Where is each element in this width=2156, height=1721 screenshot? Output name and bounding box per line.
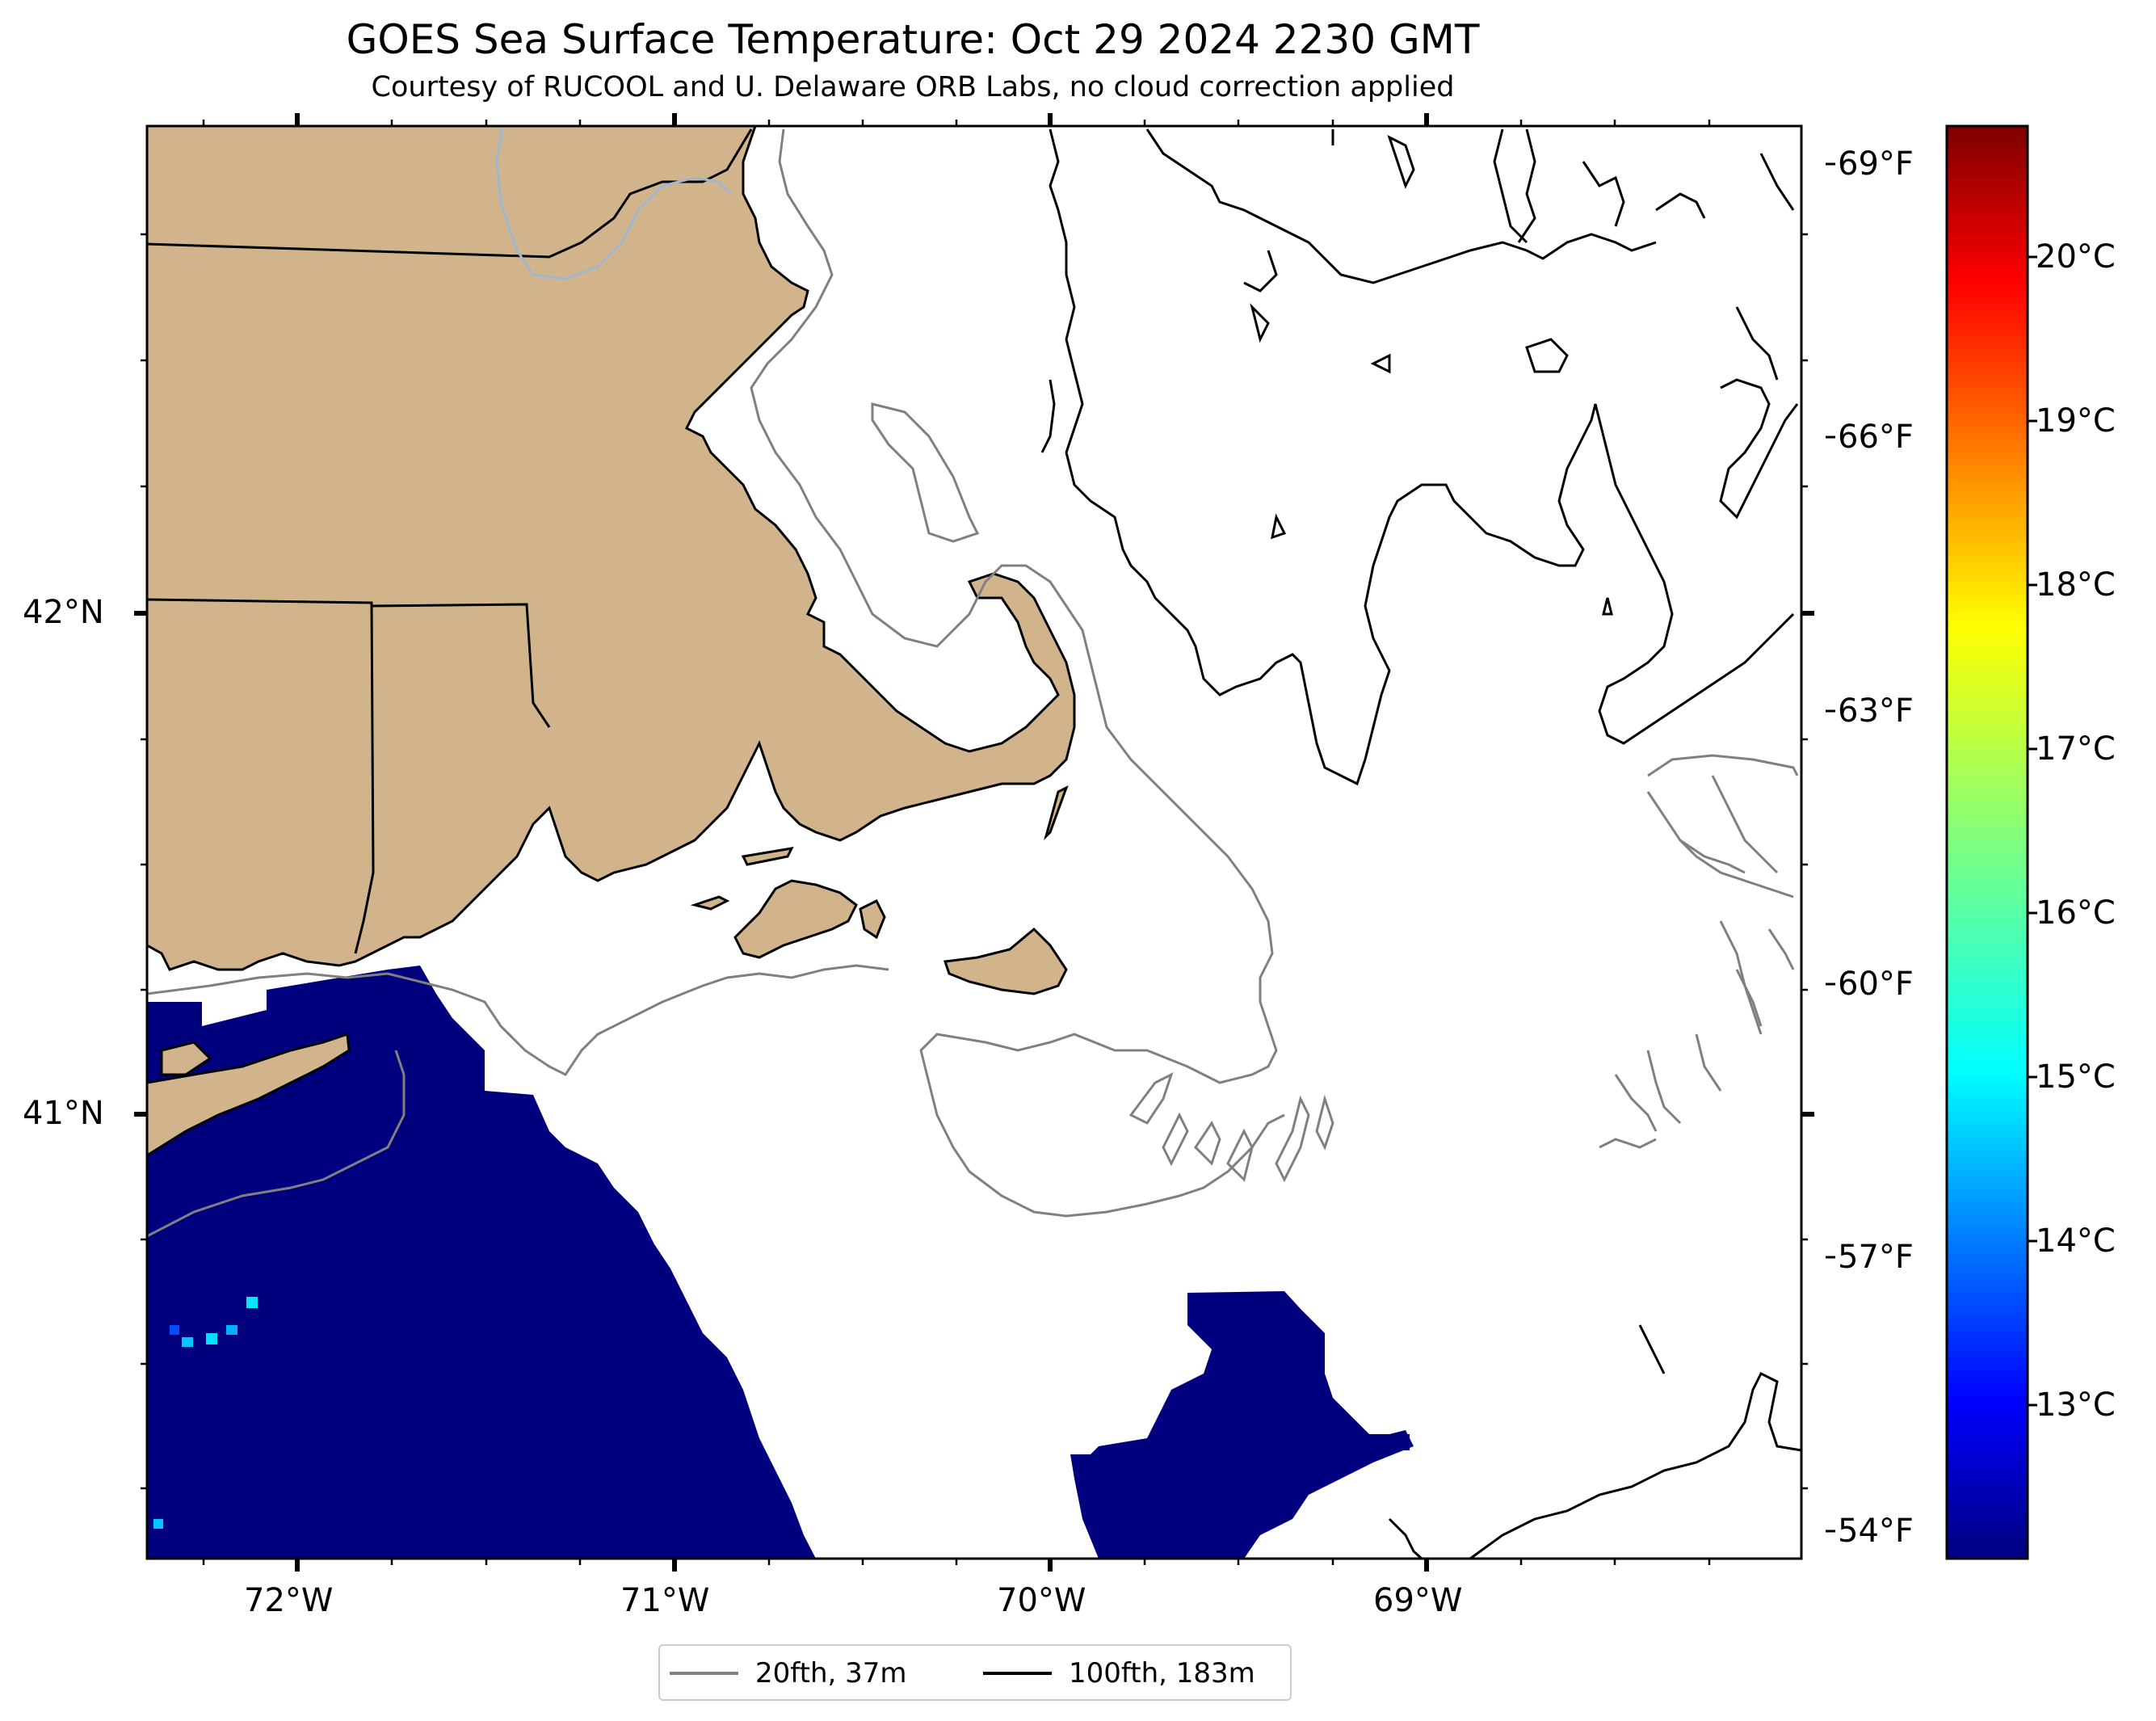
lon-label-72w: 72°W xyxy=(244,1582,334,1619)
map-ticks xyxy=(134,113,1814,1572)
isobath-20fth xyxy=(147,128,1799,1238)
c-label-17: 17°C xyxy=(2036,730,2116,768)
lon-label-69w: 69°W xyxy=(1373,1582,1463,1619)
map-title: GOES Sea Surface Temperature: Oct 29 202… xyxy=(346,16,1480,63)
map-frame xyxy=(145,124,1803,1560)
f-label-60: 60°F xyxy=(1838,966,1914,1003)
state-boundaries xyxy=(147,128,753,954)
c-label-15: 15°C xyxy=(2036,1058,2116,1096)
legend-label-20fth: 20fth, 37m xyxy=(755,1657,907,1689)
c-label-19: 19°C xyxy=(2036,402,2116,440)
c-label-18: 18°C xyxy=(2036,566,2116,604)
f-label-66: 66°F xyxy=(1838,419,1914,456)
nantucket-land xyxy=(943,927,1068,995)
lon-label-70w: 70°W xyxy=(997,1582,1086,1619)
c-label-16: 16°C xyxy=(2036,894,2116,932)
map-subtitle: Courtesy of RUCOOL and U. Delaware ORB L… xyxy=(371,71,1455,103)
lat-label-42n: 42°N xyxy=(23,594,104,631)
lat-label-41n: 41°N xyxy=(23,1095,104,1132)
f-label-54: 54°F xyxy=(1838,1513,1914,1550)
legend-label-100fth: 100fth, 183m xyxy=(1069,1657,1255,1689)
isobath-100fth xyxy=(1040,128,1801,1559)
long-island-land xyxy=(147,1032,351,1157)
sst-data-southwest xyxy=(147,966,816,1559)
c-label-13: 13°C xyxy=(2036,1386,2116,1424)
f-label-57: 57°F xyxy=(1838,1239,1914,1276)
legend-swatch-20fth xyxy=(670,1672,738,1675)
legend-swatch-100fth xyxy=(983,1672,1052,1675)
map-area xyxy=(147,126,1801,1559)
f-label-63: 63°F xyxy=(1838,692,1914,730)
sst-data-southeast xyxy=(1070,1291,1414,1559)
lon-label-71w: 71°W xyxy=(620,1582,710,1619)
c-label-20: 20°C xyxy=(2036,238,2116,276)
isobath-legend: 20fth, 37m 100fth, 183m xyxy=(658,1644,1292,1701)
river xyxy=(495,126,733,280)
f-label-69: 69°F xyxy=(1838,145,1914,183)
colorbar xyxy=(1945,124,2029,1560)
new-england-land xyxy=(147,126,1076,971)
marthas-vineyard-land xyxy=(733,879,858,959)
c-label-14: 14°C xyxy=(2036,1222,2116,1260)
